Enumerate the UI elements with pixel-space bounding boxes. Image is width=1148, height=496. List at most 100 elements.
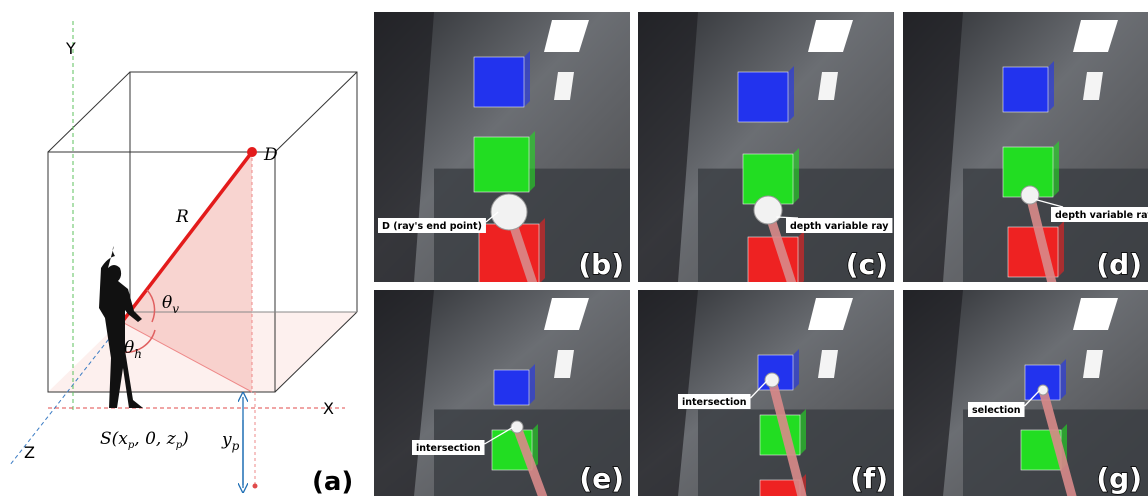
cube-side: [798, 231, 804, 282]
z-axis: [9, 311, 131, 466]
symbol: θ: [124, 338, 134, 358]
wall-shade: [903, 290, 963, 496]
callout-box: [1051, 207, 1148, 222]
ray-end-sphere: [1037, 384, 1049, 396]
wall-shade: [374, 12, 434, 282]
cube-side: [800, 409, 806, 455]
drop-dot: [252, 483, 258, 489]
cube-side: [1053, 141, 1059, 197]
panel-letter: (c): [846, 248, 888, 281]
axis-label: X: [323, 399, 334, 418]
text-part: x: [118, 429, 128, 449]
ceiling-light: [808, 298, 853, 330]
angle-label: θv: [162, 293, 179, 316]
subscript: p: [128, 440, 135, 451]
cube: [759, 479, 801, 496]
ceiling-light: [1073, 298, 1118, 330]
callout-box: [412, 440, 485, 455]
text-part: S(: [100, 429, 119, 449]
photo: intersection (e): [374, 290, 630, 496]
ceiling-light: [1083, 350, 1103, 378]
theta-h-arc: [121, 329, 156, 354]
angle-label: θh: [124, 338, 142, 361]
ray: [1025, 193, 1057, 282]
callout-line: [1024, 389, 1041, 407]
cube-side: [532, 424, 538, 470]
ray-end-sphere: [764, 372, 780, 388]
ceiling-light: [554, 350, 574, 378]
photo: depth variable ray (d): [903, 12, 1148, 282]
photo: D (ray's end point) (b): [374, 12, 630, 282]
axis-label: Z: [24, 443, 35, 462]
text-part: , 0,: [134, 429, 166, 449]
cube-side: [788, 66, 794, 122]
callout-label: intersection: [682, 397, 747, 408]
callout-line: [484, 426, 514, 445]
ray-end-sphere: [510, 420, 524, 434]
cube: [473, 136, 530, 193]
cube: [473, 56, 525, 108]
cube-side: [524, 51, 530, 107]
cube: [493, 369, 530, 406]
ceiling-light: [1083, 72, 1103, 100]
ceiling-light: [808, 20, 853, 52]
ray: [512, 425, 548, 496]
ray-end-sphere: [490, 193, 528, 231]
subscript: p: [176, 440, 183, 451]
theta-v-arc: [146, 289, 156, 323]
callout-label: depth variable ray: [1055, 210, 1148, 221]
photo: selection (g): [903, 290, 1148, 496]
subscript: p: [232, 439, 240, 453]
cube: [1002, 66, 1049, 113]
axis-label: Y: [65, 39, 76, 58]
ceiling-light: [1073, 20, 1118, 52]
ceiling-light: [818, 350, 838, 378]
callout-line: [1035, 198, 1064, 208]
end-point: [247, 147, 257, 157]
cube-side: [1048, 61, 1054, 112]
ceiling-light: [544, 20, 589, 52]
ceiling-light: [818, 72, 838, 100]
cube: [737, 71, 789, 123]
callout-box: [786, 218, 893, 233]
ray: [120, 150, 254, 324]
subscript: h: [134, 347, 142, 361]
cube-side: [539, 218, 545, 282]
panel-letter: (f): [850, 462, 888, 495]
ceiling-light: [544, 298, 589, 330]
symbol: θ: [162, 293, 172, 313]
panel-letter: (a): [312, 467, 353, 496]
point-label: D: [263, 145, 278, 165]
text-part: ): [181, 429, 189, 449]
photo: intersection (f): [638, 290, 894, 496]
cube-side: [793, 349, 799, 390]
callout-box: [678, 394, 751, 409]
cube-side: [529, 131, 535, 192]
wall-shade: [638, 12, 698, 282]
callout-label: depth variable ray: [790, 221, 889, 232]
cube-side: [1058, 221, 1064, 277]
text-part: z: [166, 429, 177, 449]
symbol: y: [221, 430, 232, 450]
height-label: yp: [221, 430, 240, 453]
callout-box: [378, 218, 486, 233]
floor-line: [121, 321, 253, 393]
callout-box: [968, 402, 1025, 417]
cube-side: [529, 364, 535, 405]
subscript: v: [172, 302, 179, 316]
panel-letter: (d): [1096, 248, 1142, 281]
panel-letter: (g): [1096, 462, 1142, 495]
cube-side: [793, 148, 799, 204]
callout-label: intersection: [416, 443, 481, 454]
cube: [47, 71, 358, 393]
ray: [1038, 388, 1077, 496]
photo: depth variable ray (c): [638, 12, 894, 282]
source-label: S(xp, 0, zp): [100, 429, 189, 451]
ray-end-sphere: [753, 195, 783, 225]
wall-shade: [638, 290, 698, 496]
panel-a: Y X Z D R θv θh S(xp, 0, zp) yp (a): [9, 20, 358, 496]
callout-label: selection: [972, 405, 1021, 416]
ray-end-sphere: [1020, 185, 1040, 205]
callout-line: [750, 379, 769, 399]
